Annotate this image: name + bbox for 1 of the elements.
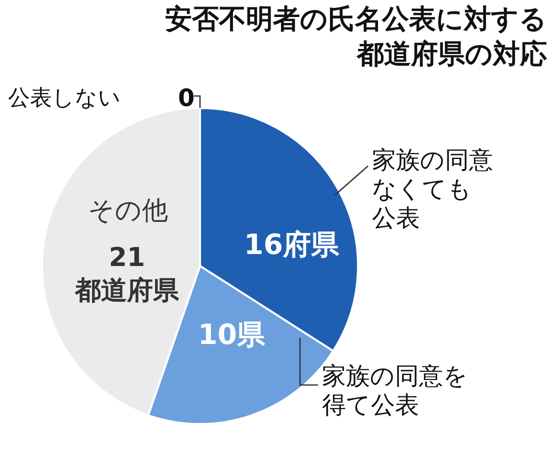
title: 安否不明者の氏名公表に対する都道府県の対応 bbox=[165, 3, 547, 72]
